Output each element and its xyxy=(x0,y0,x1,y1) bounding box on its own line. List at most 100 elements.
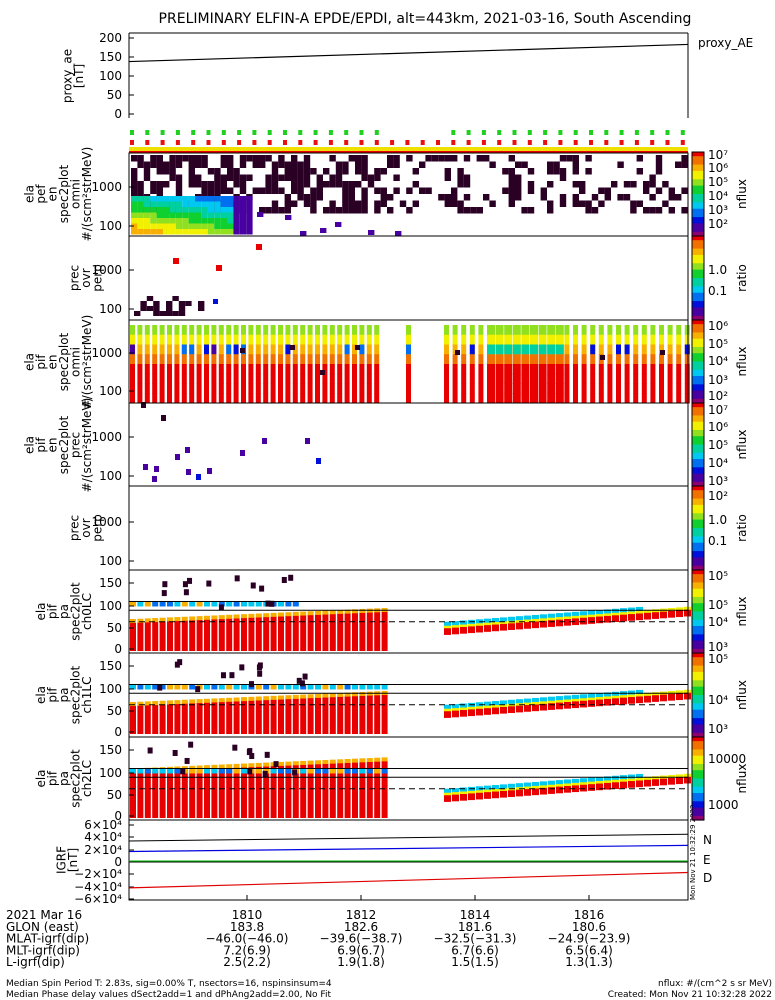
epde_omni-cell xyxy=(361,161,368,168)
epdi_omni-cell xyxy=(337,393,343,404)
epde_omni-cell xyxy=(457,207,464,214)
epde_omni-colorbar-segment xyxy=(692,173,704,176)
epde_omni-cell xyxy=(655,187,663,194)
epde_omni-cell xyxy=(623,194,631,201)
epdi_prec-colorbar-segment xyxy=(692,444,704,448)
epde_omni-cell xyxy=(195,207,202,213)
epde_omni-cell xyxy=(259,207,266,214)
epdi_omni-cell xyxy=(204,344,209,355)
pa_ch1-cell xyxy=(307,684,314,690)
epde_omni-cell xyxy=(143,196,151,202)
epdi_omni-cell xyxy=(300,383,306,394)
pa_ch1-cell xyxy=(516,702,523,706)
epde_omni-cell xyxy=(361,207,368,214)
pa_ch2-cell xyxy=(580,784,587,792)
epde_ratio-colorbar-tick: 0.1 xyxy=(708,284,727,298)
pa_ch1-cell xyxy=(620,697,627,705)
pa_ch1-cell xyxy=(285,684,292,690)
pa_ch0-colorbar-segment xyxy=(692,605,704,608)
epdi_omni-cell xyxy=(676,383,682,394)
pa_ch0-cell xyxy=(676,610,683,618)
pa_ch0-cell xyxy=(452,621,459,626)
epdi_omni-cell xyxy=(181,364,187,375)
pa_ch1-colorbar-segment xyxy=(692,726,704,730)
epde_omni-cell xyxy=(143,174,151,181)
epde_omni-cell xyxy=(297,168,304,175)
igrf-series-n xyxy=(128,844,689,853)
epdi_omni-cell xyxy=(196,354,202,365)
pa_ch0-colorbar-segment xyxy=(692,638,704,642)
epdi_omni-cell xyxy=(263,393,269,404)
epde_ratio-colorbar-segment xyxy=(692,244,704,248)
pa_ch1-cell xyxy=(564,699,571,702)
epde_omni-cell xyxy=(188,181,195,188)
epde_omni-cell xyxy=(598,200,605,207)
epde_omni-cell xyxy=(395,231,402,236)
pa_ch2-cell xyxy=(322,759,329,764)
epdi_omni-cell xyxy=(444,373,449,384)
epdi_omni-cell xyxy=(469,364,475,375)
indicator-green xyxy=(145,130,150,135)
pa_ch1-cell xyxy=(157,684,163,691)
epde_omni-cell xyxy=(195,155,202,162)
epdi_omni-cell xyxy=(624,383,630,394)
epde_omni-cell xyxy=(406,207,413,214)
epdi_omni-cell xyxy=(189,344,195,355)
epde_omni-cell xyxy=(201,161,208,168)
pa_ch1-colorbar-label: nflux xyxy=(735,680,749,710)
epdi_omni-cell xyxy=(538,393,547,404)
igrf-legend-e: E xyxy=(703,853,711,867)
epdi_omni-cell xyxy=(307,334,313,345)
epdi_omni-cell xyxy=(130,344,135,355)
pa_ch1-cell xyxy=(676,690,683,694)
epdi_prec-colorbar-segment xyxy=(692,483,704,487)
indicator-red xyxy=(634,140,639,145)
epdi_omni-cell xyxy=(478,334,484,345)
epde_ratio-colorbar-segment xyxy=(692,299,704,302)
indicator-green xyxy=(589,130,593,135)
epde_ratio-colorbar-segment xyxy=(692,238,704,241)
pa_ch0-colorbar-label: nflux xyxy=(735,597,749,627)
epdi_omni-cell xyxy=(211,325,217,336)
pa_ch2-cell xyxy=(444,792,451,796)
pa_ch0-cell xyxy=(162,581,168,588)
epdi-prec-ylabel-line: prec xyxy=(68,432,82,458)
epdi_omni-colorbar-segment xyxy=(692,369,704,373)
footer-cell: 1816 xyxy=(574,908,605,922)
epde_ratio-colorbar-segment xyxy=(692,273,704,277)
pa_ch1-cell xyxy=(229,672,235,679)
footer-cell: −39.6(−38.7) xyxy=(320,932,403,946)
pa_ch0-cell xyxy=(508,616,515,621)
pa_ch0-cell xyxy=(548,613,555,618)
epdi_omni-cell xyxy=(218,373,224,384)
epde_omni-cell xyxy=(291,200,298,207)
pa_ch0-cell xyxy=(167,617,173,622)
pa_ch0-cell xyxy=(604,609,611,614)
pa_ch0-cell xyxy=(468,626,475,634)
pa_ch2-cell xyxy=(352,768,358,774)
pa_ch1-cell xyxy=(226,697,233,702)
footer-cell: MLT-igrf(dip) xyxy=(6,943,80,957)
pa_ch0-cell xyxy=(204,615,210,620)
pa_ch0-colorbar-segment xyxy=(692,572,704,575)
epde_omni-cell xyxy=(150,229,157,235)
epde_omni-cell xyxy=(502,187,509,194)
epdi_omni-cell xyxy=(667,354,673,365)
epdi_ratio-colorbar-tick: 0.1 xyxy=(708,534,727,548)
epdi_omni-cell xyxy=(633,344,639,355)
pa_ch0-cell xyxy=(167,601,173,607)
pa-ch0-tick-label: 100 xyxy=(99,599,122,613)
epdi_omni-cell xyxy=(152,354,158,365)
epdi_omni-cell xyxy=(159,383,165,394)
pa_ch0-cell xyxy=(174,601,181,607)
epde_ratio-cell xyxy=(173,258,179,264)
epde_omni-cell xyxy=(559,200,567,207)
pa_ch1-colorbar-tick: 10⁵ xyxy=(708,652,728,666)
epdi_omni-cell xyxy=(359,334,365,345)
epdi_omni-cell xyxy=(478,354,484,365)
epde-ratio-ylabel-line: ovr xyxy=(79,268,93,287)
indicator-green xyxy=(665,130,670,135)
epdi_omni-cell xyxy=(344,344,350,355)
epdi_omni-cell xyxy=(366,373,372,384)
epde_omni-cell xyxy=(137,196,144,202)
